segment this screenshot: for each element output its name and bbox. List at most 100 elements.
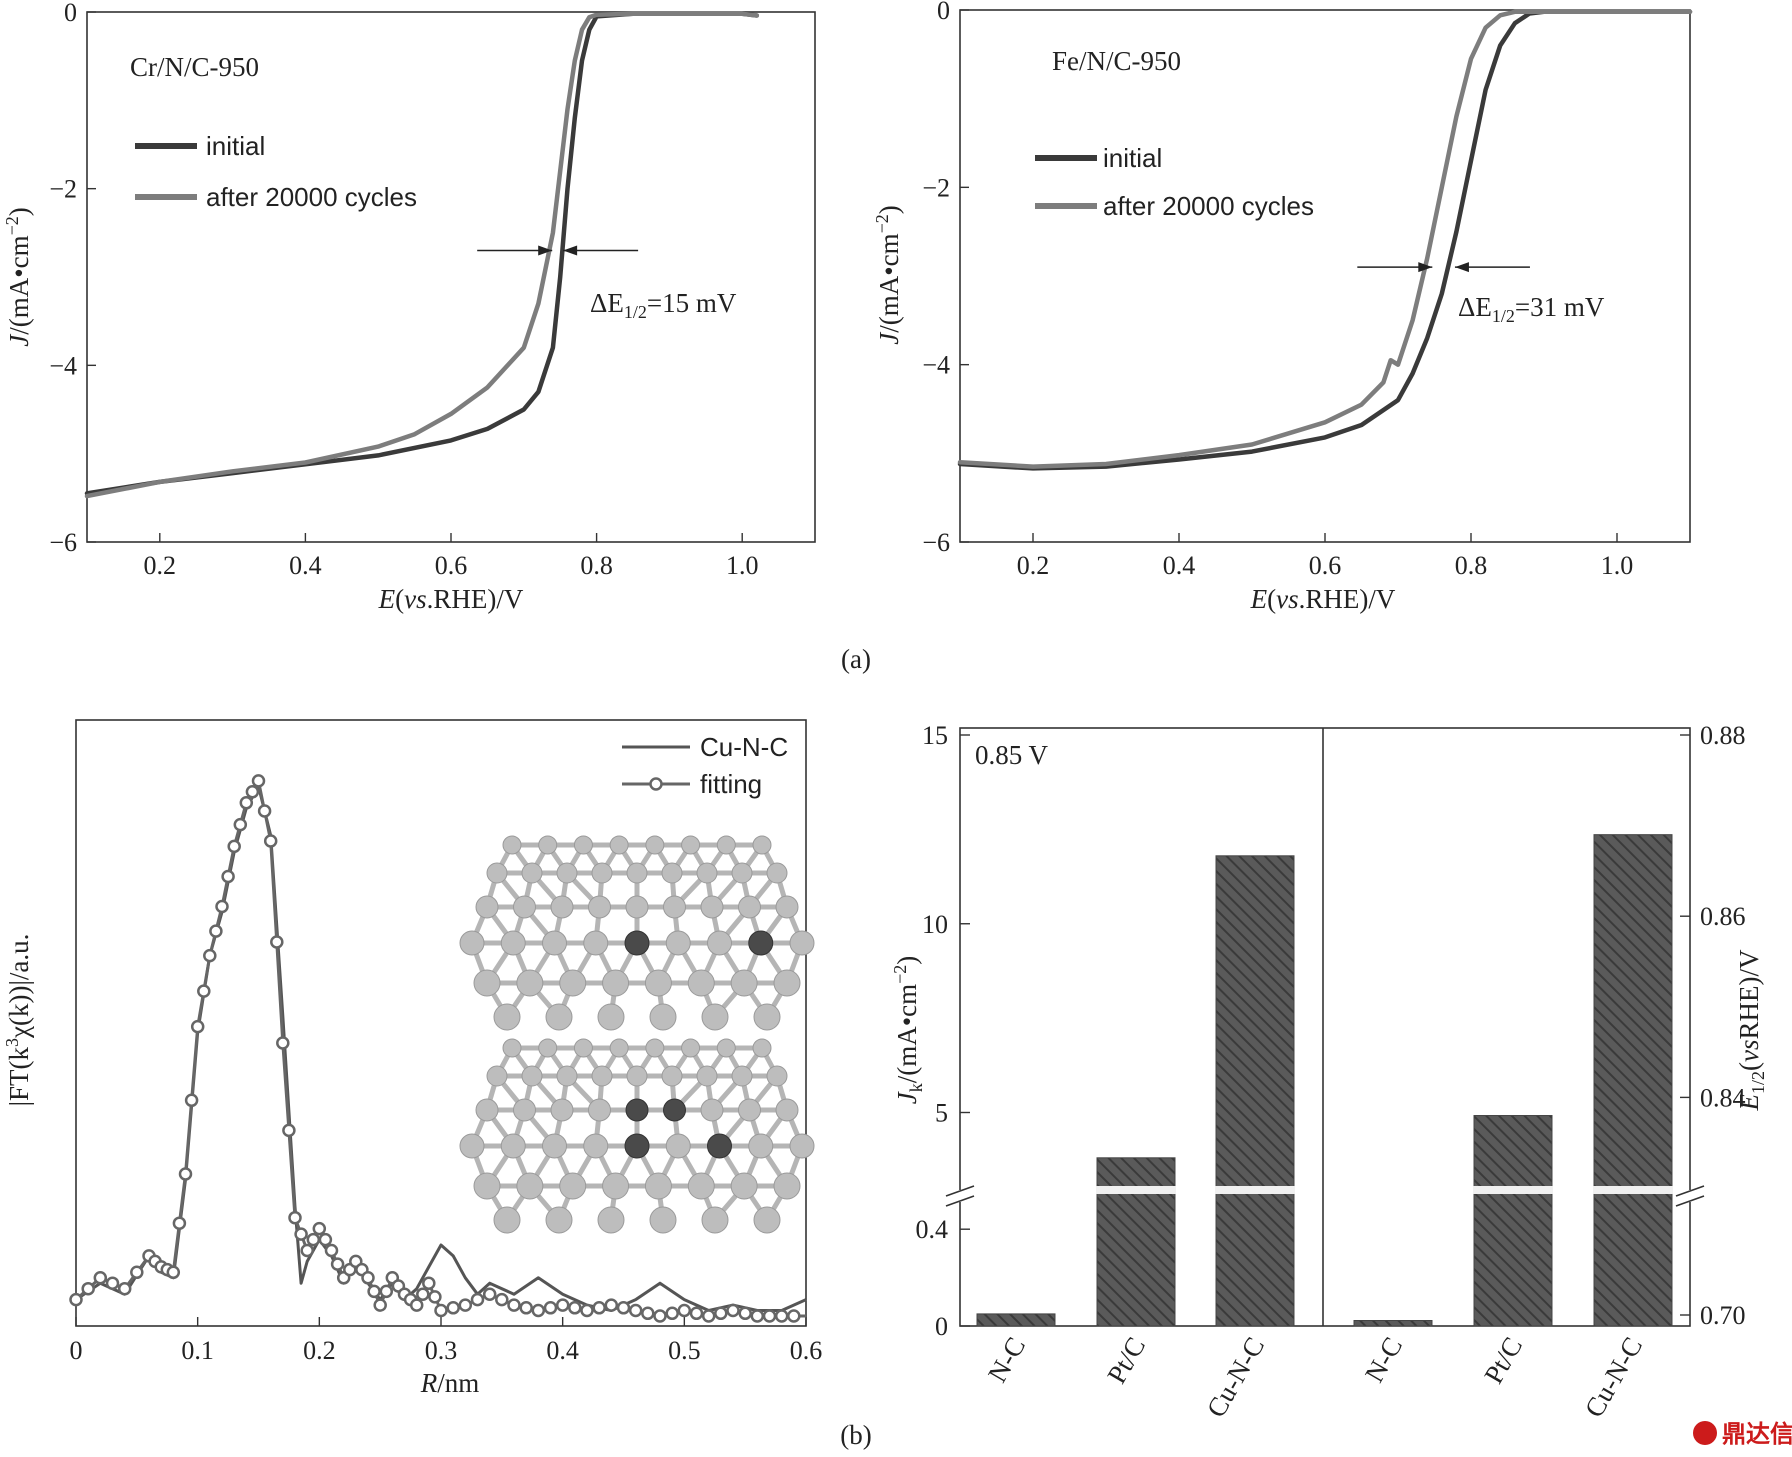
y-axis-label: |FT(k3χ(k))|/a.u. [2, 934, 34, 1107]
x-ticks: 0.2 0.4 0.6 0.8 1.0 [144, 533, 759, 580]
left-y-tick-label: 10 [922, 910, 948, 939]
category-label: Cu-N-C [1201, 1332, 1270, 1422]
carbon-atom [661, 1065, 683, 1087]
carbon-atom [700, 895, 724, 919]
fitting-marker [105, 1276, 120, 1290]
carbon-atom [753, 1003, 781, 1031]
right-y-ticks: 0.70 0.84 0.86 0.88 [1680, 721, 1746, 1330]
category-labels: N-C Pt/C Cu-N-C N-C Pt/C Cu-N-C [982, 1332, 1648, 1422]
fitting-marker [604, 1298, 619, 1312]
fitting-marker [531, 1303, 546, 1318]
arrow-right-head [1454, 262, 1469, 273]
bar-pt-c-jk [1096, 1157, 1176, 1327]
bar-break-band [1096, 1186, 1176, 1194]
fitting-marker [209, 924, 223, 938]
carbon-atom [789, 930, 815, 956]
carbon-atom [716, 1038, 736, 1058]
fitting-marker [178, 1167, 193, 1181]
axis-break-mark [945, 1185, 975, 1197]
carbon-atom [626, 1065, 648, 1087]
carbon-atom [773, 969, 801, 997]
carbon-atom [597, 1206, 625, 1234]
plot-frame [959, 9, 1691, 543]
fitting-marker [592, 1301, 606, 1315]
carbon-atom [609, 1038, 629, 1058]
plot-frame [75, 719, 807, 1327]
dark-atom [663, 1098, 686, 1122]
fitting-marker [166, 1265, 181, 1280]
carbon-atom [707, 930, 732, 956]
carbon-atom [502, 835, 522, 855]
left-y-tick-label: 0.4 [916, 1215, 949, 1244]
fitting-marker [762, 1309, 777, 1323]
fitting-marker [750, 1309, 765, 1323]
fitting-marker [519, 1301, 533, 1315]
x-axis-label: R/nm [420, 1368, 480, 1398]
x-tick-label: 1.0 [726, 551, 759, 580]
dark-atom [748, 930, 774, 956]
carbon-atom [665, 930, 691, 956]
x-tick-label: 1.0 [1601, 551, 1634, 580]
category-label: Pt/C [1101, 1332, 1151, 1389]
fitting-marker [251, 774, 266, 788]
x-tick-label: 0 [70, 1336, 83, 1365]
fitting-marker [507, 1298, 521, 1312]
carbon-atom [559, 969, 587, 997]
carbon-atom [513, 895, 536, 919]
x-axis-label: E(vs.RHE)/V [378, 584, 524, 614]
fitting-marker [318, 1232, 333, 1247]
x-tick-label: 0.5 [668, 1336, 701, 1365]
carbon-atom [516, 969, 544, 997]
carbon-atom [766, 862, 788, 884]
carbon-atom [609, 835, 629, 855]
legend-label-fitting: fitting [700, 769, 762, 799]
carbon-atom [696, 1065, 718, 1087]
y-ticks: 0 −2 −4 −6 [49, 0, 96, 557]
carbon-atom [731, 1065, 753, 1087]
dark-atom [624, 930, 650, 956]
carbon-atom [502, 1038, 522, 1058]
carbon-atom [626, 862, 648, 884]
carbon-atom [516, 1172, 544, 1200]
fitting-marker [367, 1284, 381, 1299]
carbon-atom [493, 1206, 521, 1234]
y-tick-label: 0 [64, 0, 77, 27]
carbon-atom [538, 1038, 558, 1058]
fitting-marker [714, 1306, 728, 1321]
right-y-tick-label: 0.70 [1700, 1301, 1746, 1330]
dark-atom [707, 1133, 732, 1159]
carbon-atom [625, 895, 649, 919]
fitting-marker [422, 1276, 436, 1290]
watermark-logo-icon [1693, 1421, 1717, 1445]
carbon-atom [687, 1172, 715, 1200]
bar-n-c-jk [976, 1313, 1056, 1327]
bar-cu-n-c-e12 [1593, 834, 1673, 1327]
chart-b-left: 0 0.1 0.2 0.3 0.4 0.5 0.6 Cu-N-C fitting R/nm … [2, 719, 822, 1398]
x-tick-label: 0.8 [1455, 551, 1488, 580]
carbon-atom [521, 862, 543, 884]
panel-label-a: (a) [841, 644, 871, 674]
left-y-tick-label: 0 [935, 1312, 948, 1341]
fitting-marker [257, 804, 272, 818]
fitting-marker [282, 1123, 296, 1138]
carbon-atom [730, 1172, 758, 1200]
fitting-marker [446, 1301, 460, 1315]
carbon-atom [475, 895, 499, 919]
carbon-atom [588, 895, 611, 919]
carbon-atom [753, 1206, 781, 1234]
carbon-atom [542, 1133, 567, 1159]
y-tick-label: −4 [49, 351, 77, 380]
x-tick-label: 0.4 [546, 1336, 579, 1365]
carbon-atom [661, 862, 683, 884]
x-ticks: 0 0.1 0.2 0.3 0.4 0.5 0.6 [70, 1317, 822, 1365]
y-tick-label: −4 [922, 351, 950, 380]
sample-annotation: Cr/N/C-950 [130, 52, 259, 82]
fitting-marker [227, 839, 241, 854]
fitting-marker [245, 785, 260, 799]
fitting-marker [568, 1301, 582, 1315]
delta-annotation: ΔE1/2=15 mV [590, 288, 737, 322]
molecular-structure-top [459, 835, 815, 1031]
series-group [69, 774, 807, 1323]
carbon-atom [597, 1003, 625, 1031]
